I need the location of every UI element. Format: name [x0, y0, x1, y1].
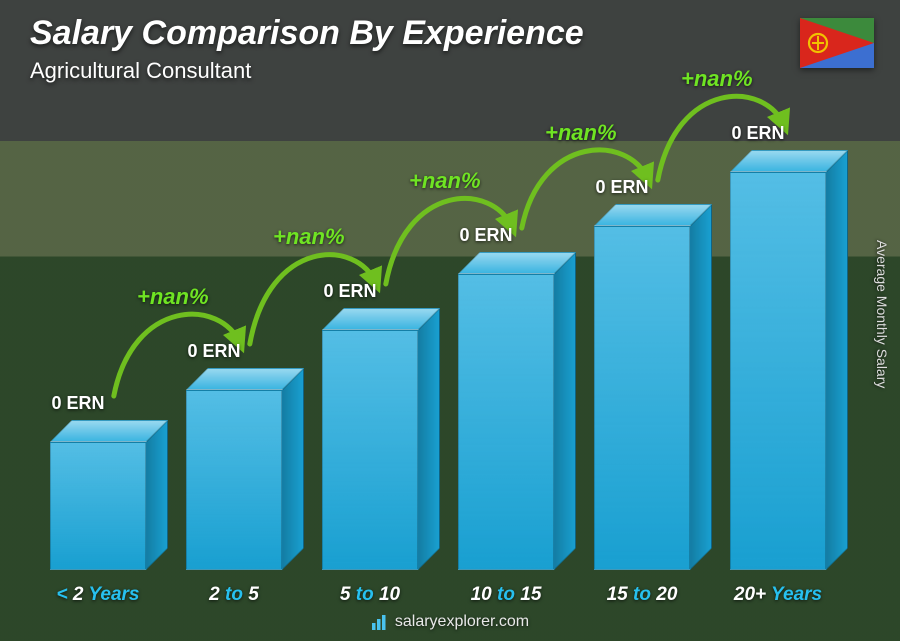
bar-category-label: 10 to 15 [438, 584, 574, 606]
page-subtitle: Agricultural Consultant [30, 58, 251, 84]
y-axis-label: Average Monthly Salary [874, 240, 890, 388]
growth-label: +nan% [273, 224, 345, 250]
bar-category-label: < 2 Years [30, 584, 166, 606]
bar-group: 0 ERN2 to 5 [166, 390, 302, 570]
bar [594, 226, 690, 570]
bar-category-label: 15 to 20 [574, 584, 710, 606]
salary-bar-chart: 0 ERN< 2 Years0 ERN2 to 50 ERN5 to 100 E… [30, 130, 850, 570]
bar-value-label: 0 ERN [10, 393, 146, 414]
bar [50, 442, 146, 570]
bar-group: 0 ERN20+ Years [710, 172, 846, 570]
bar-value-label: 0 ERN [418, 225, 554, 246]
page-title: Salary Comparison By Experience [30, 14, 584, 53]
bar-group: 0 ERN< 2 Years [30, 442, 166, 570]
bar-value-label: 0 ERN [146, 341, 282, 362]
bar [322, 330, 418, 570]
bar-group: 0 ERN10 to 15 [438, 274, 574, 570]
growth-label: +nan% [545, 120, 617, 146]
footer: salaryexplorer.com [0, 613, 900, 631]
growth-label: +nan% [409, 168, 481, 194]
bar-group: 0 ERN15 to 20 [574, 226, 710, 570]
bar [730, 172, 826, 570]
stage: Salary Comparison By Experience Agricult… [0, 0, 900, 641]
growth-label: +nan% [137, 284, 209, 310]
bar-category-label: 5 to 10 [302, 584, 438, 606]
bar-category-label: 20+ Years [710, 584, 846, 606]
bar [186, 390, 282, 570]
logo-icon [371, 613, 389, 631]
bar-value-label: 0 ERN [554, 177, 690, 198]
bar-group: 0 ERN5 to 10 [302, 330, 438, 570]
bar-category-label: 2 to 5 [166, 584, 302, 606]
footer-text: salaryexplorer.com [395, 613, 529, 630]
flag-eritrea [800, 18, 874, 68]
bar-value-label: 0 ERN [690, 123, 826, 144]
growth-label: +nan% [681, 66, 753, 92]
bar-value-label: 0 ERN [282, 281, 418, 302]
bar [458, 274, 554, 570]
